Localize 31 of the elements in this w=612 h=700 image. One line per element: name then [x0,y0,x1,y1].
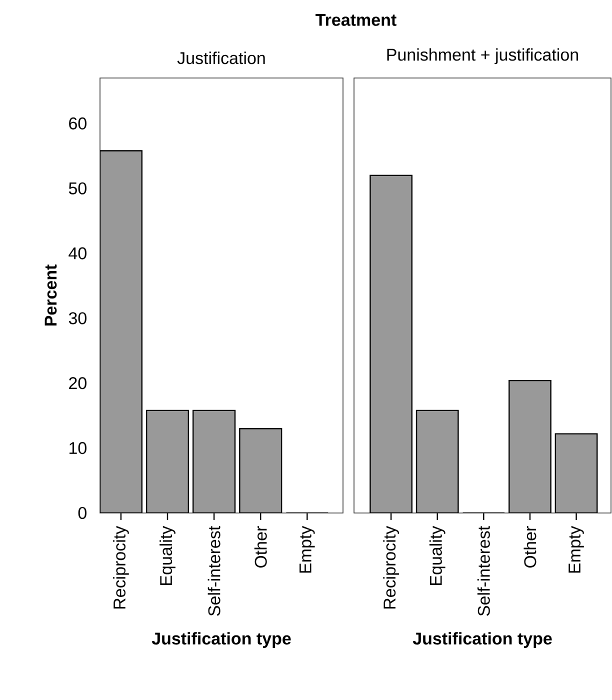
chart-title: Justification [177,52,265,64]
bar [146,410,188,513]
x-tick-label: Equality [429,526,446,585]
bar [193,410,236,513]
x-tick-label: Self-interest [208,526,220,616]
x-tick-label: Equality [160,526,176,585]
x-tick-label: Reciprocity [383,526,399,609]
bar [370,175,412,513]
y-tick-label: 30 [68,312,86,324]
x-tick-label: Other [524,526,536,568]
x-tick-label: Other [254,526,267,568]
bar [240,428,282,513]
bar [416,410,458,513]
x-axis-title: Justification type [412,632,552,648]
y-tick-label: 50 [68,182,86,194]
y-axis-title: Percent [44,264,57,326]
y-tick-label: 10 [70,442,86,454]
y-tick-label: 20 [69,377,86,390]
text: Treatment [316,14,396,26]
y-tick-label: 40 [68,247,86,260]
x-tick-label: Reciprocity [113,526,129,609]
y-tick-label: 60 [69,117,86,130]
x-tick-label: Empty [300,526,315,573]
x-axis-title: Justification type [152,632,291,648]
x-tick-label: Empty [568,526,584,573]
bar [100,150,142,513]
y-tick-label: 0 [78,506,86,520]
chart-title: Punishment + justification [387,48,578,64]
bar [509,380,551,513]
x-tick-label: Self-interest [477,526,490,616]
bar [554,433,598,513]
